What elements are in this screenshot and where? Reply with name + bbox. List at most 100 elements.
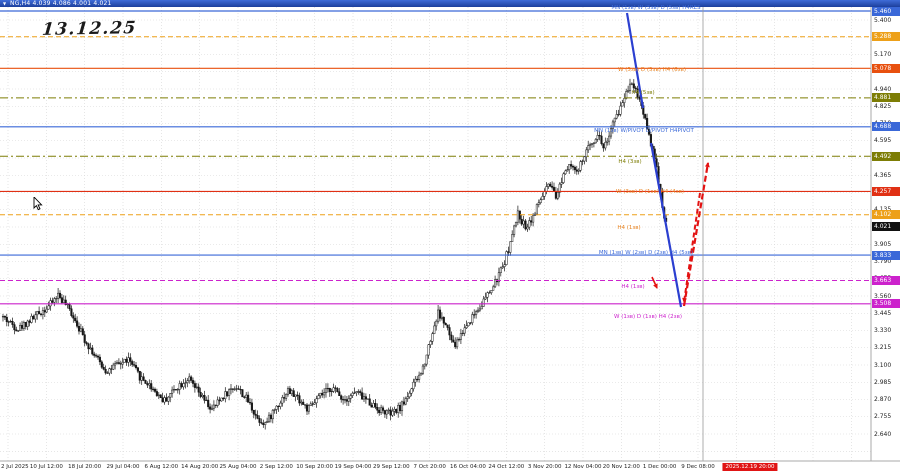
candle-body [463, 327, 466, 334]
candle-body [51, 300, 54, 303]
candle-body [476, 309, 480, 312]
candle-body [195, 386, 198, 388]
candle-body [239, 389, 242, 391]
candle-body [148, 383, 151, 386]
candle-body [313, 402, 316, 405]
candle-body [85, 342, 88, 345]
candle-body [457, 339, 461, 341]
candle-body [551, 185, 554, 188]
candle-body [480, 306, 483, 310]
price-tick-label: 4.135 [874, 206, 900, 213]
candle-body [258, 418, 261, 423]
time-tick-label: 20 Nov 12:00 [602, 464, 640, 470]
time-tick-label: 7 Oct 20:00 [413, 464, 446, 470]
candle-body [28, 320, 31, 323]
candle-body [102, 367, 105, 370]
candle-body [604, 142, 607, 149]
candle-body [596, 135, 599, 140]
candle-body [334, 387, 337, 389]
candle-body [13, 324, 16, 331]
candle-body [171, 389, 174, 394]
candle-body [357, 391, 360, 393]
candle-body [539, 199, 542, 203]
candle-body [30, 315, 33, 323]
time-tick-label: 25 Aug 04:00 [219, 464, 257, 470]
level-annotation-text: W (1зв) D (1зв) H4 (2зв) [614, 314, 682, 320]
candle-body [456, 339, 459, 348]
candle-body [579, 161, 582, 171]
price-tick-label: 4.940 [874, 85, 892, 93]
candle-body [254, 413, 257, 416]
candle-body [484, 296, 487, 300]
candle-body [389, 409, 392, 416]
candle-body [469, 322, 472, 324]
candle-body [252, 409, 255, 415]
candle-body [302, 401, 305, 405]
candle-body [556, 192, 559, 199]
candle-body [499, 267, 502, 273]
candle-body [412, 381, 415, 390]
candle-body [286, 388, 290, 395]
candle-body [532, 215, 535, 223]
candle-body [387, 409, 390, 412]
candle-body [448, 327, 451, 336]
time-tick-label: 6 Aug 12:00 [144, 464, 179, 470]
candle-body [17, 330, 20, 332]
candle-body [444, 322, 447, 326]
candle-body [237, 388, 240, 390]
candle-body [275, 405, 278, 410]
time-tick-label: 12 Nov 04:00 [564, 464, 602, 470]
candle-body [564, 170, 567, 175]
candle-body [613, 117, 616, 123]
candle-body [176, 389, 179, 391]
candle-body [136, 367, 139, 372]
axis-frame [0, 7, 900, 462]
candle-body [174, 389, 177, 391]
candle-body [273, 409, 276, 411]
level-price-label: 4.881 [872, 93, 900, 103]
candle-body [440, 316, 443, 319]
candle-body [594, 139, 597, 144]
candle-body [410, 388, 413, 394]
candle-body [399, 405, 402, 412]
candle-body [433, 325, 436, 334]
time-tick-label: 3 Nov 20:00 [527, 464, 562, 470]
candle-body [7, 321, 10, 323]
candle-body [486, 292, 489, 298]
candle-body [355, 391, 358, 393]
candle-body [475, 311, 478, 315]
candle-body [362, 396, 366, 400]
candle-body [319, 392, 322, 397]
candle-body [20, 325, 24, 329]
level-annotation-text: H4 (1зв) [621, 284, 645, 290]
time-tick-label: 2 Jul 2025 [1, 464, 29, 470]
candle-body [288, 388, 291, 395]
candle-body [72, 315, 75, 319]
candle-body [281, 397, 284, 404]
candle-body [41, 310, 44, 315]
handwritten-date-annotation: 13.12.25 [41, 18, 138, 40]
chart-window-titlebar[interactable]: ▼ NG,H4 4.039 4.086 4.001 4.021 [0, 0, 900, 7]
candle-body [140, 376, 143, 381]
candle-body [292, 390, 295, 397]
candle-body [573, 166, 576, 171]
candle-body [511, 234, 514, 242]
candle-body [285, 394, 288, 399]
candle-body [264, 422, 267, 425]
candle-body [58, 292, 62, 298]
candle-body [144, 380, 147, 384]
candle-body [537, 202, 540, 205]
price-tick-label: 5.170 [874, 51, 892, 58]
candle-body [647, 128, 651, 135]
candle-body [497, 272, 500, 283]
price-tick-label: 3.790 [874, 258, 892, 265]
time-tick-label: 18 Jul 20:00 [68, 464, 102, 470]
candle-body [332, 387, 335, 392]
candle-body [131, 361, 134, 365]
candle-body [19, 325, 22, 331]
candle-body [514, 221, 518, 227]
candle-body [615, 114, 618, 119]
candle-body [562, 173, 565, 183]
